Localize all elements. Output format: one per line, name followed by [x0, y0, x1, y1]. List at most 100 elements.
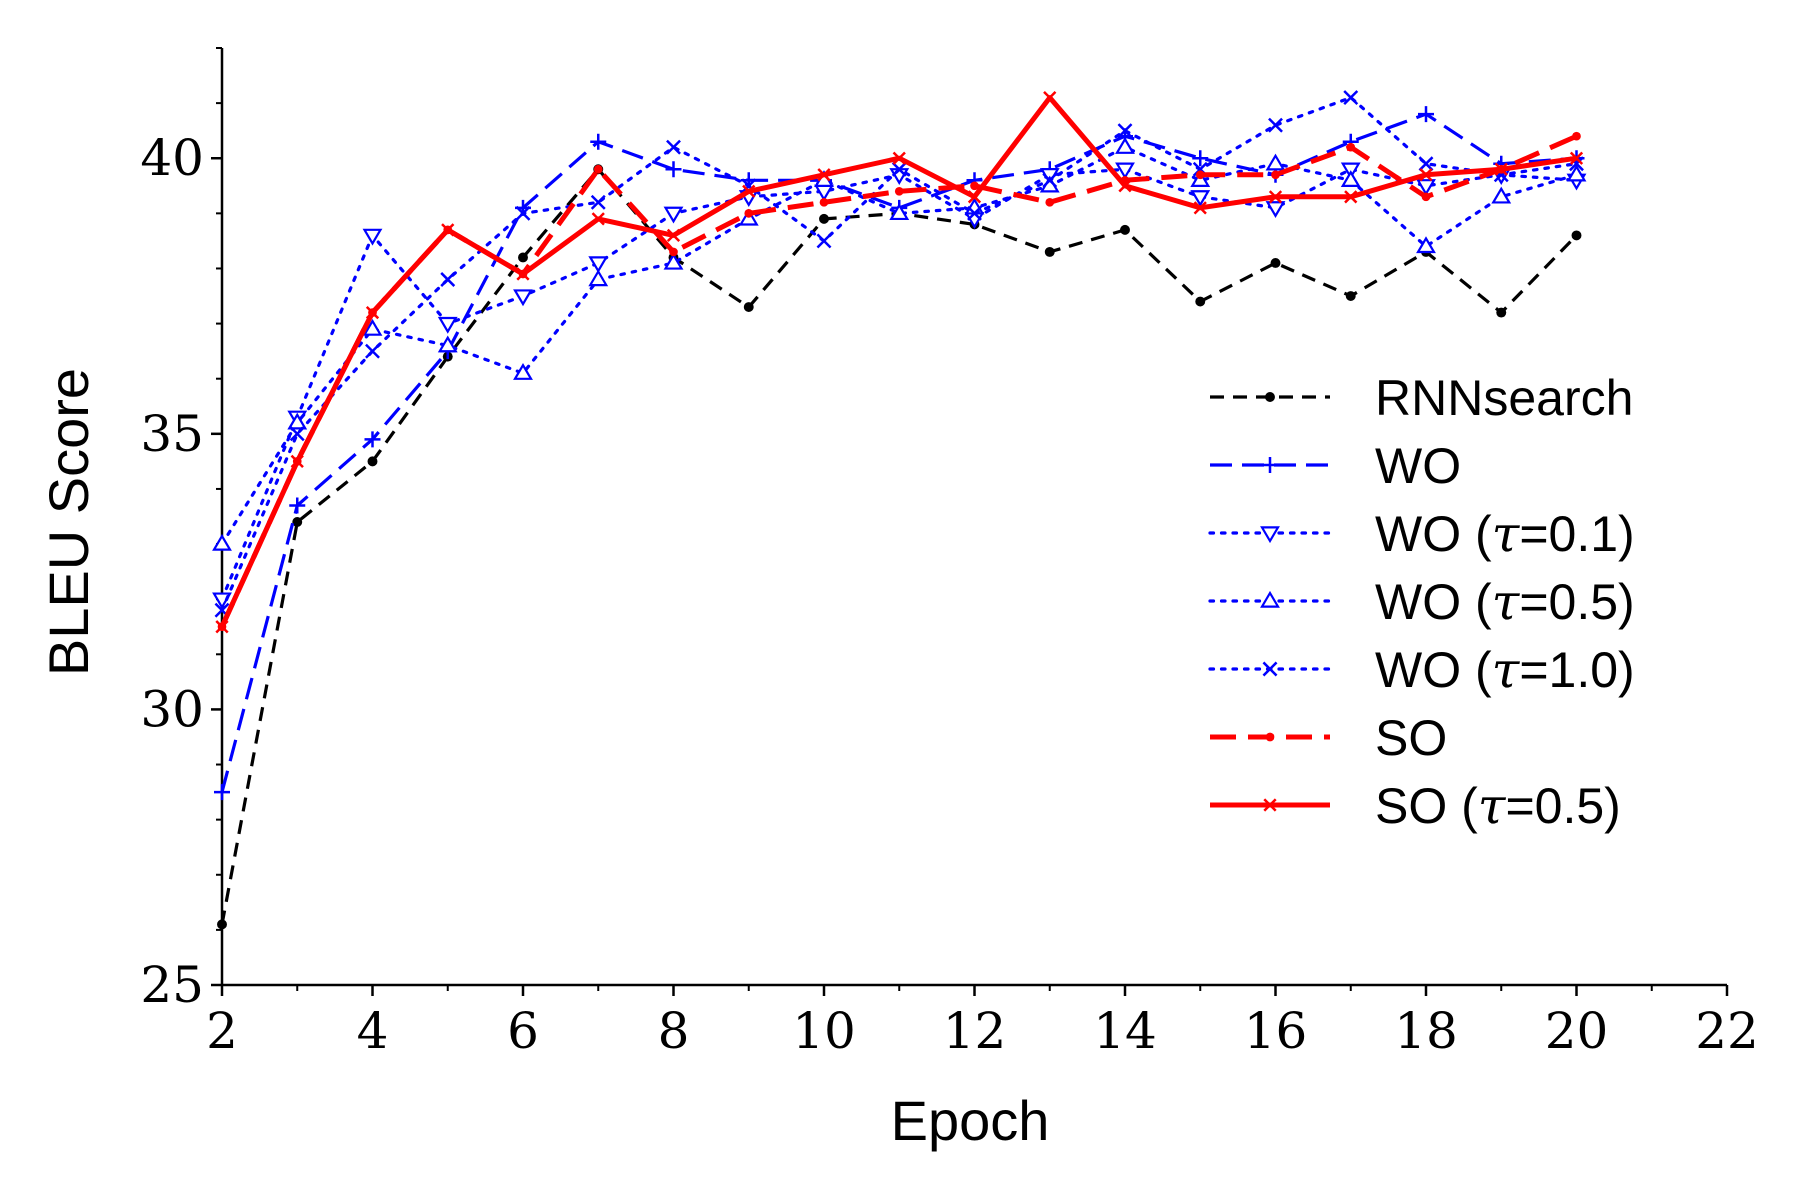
- data-point: [743, 302, 754, 313]
- data-point: [967, 190, 982, 204]
- data-point: [1193, 201, 1207, 215]
- data-point: [1343, 90, 1359, 106]
- legend-label: RNNsearch: [1375, 370, 1633, 426]
- x-tick-label: 4: [357, 1002, 389, 1060]
- data-point: [362, 228, 383, 246]
- data-point: [217, 919, 227, 930]
- data-point: [742, 184, 756, 198]
- data-point: [289, 426, 305, 442]
- data-point: [1262, 661, 1278, 677]
- legend-entry: WO (τ=0.1): [1208, 505, 1635, 563]
- data-point: [1345, 291, 1356, 301]
- data-point: [365, 343, 380, 359]
- data-point: [1418, 156, 1434, 172]
- series-5: [214, 90, 1584, 618]
- x-tick-label: 22: [1695, 1002, 1759, 1060]
- data-point: [894, 186, 904, 196]
- x-tick-label: 6: [507, 1002, 539, 1060]
- data-point: [1270, 257, 1281, 268]
- ticks: 2 4 6 8 10 12 14 16 18 20 22 25 30 35 40: [140, 47, 1759, 1060]
- data-point: [1418, 106, 1434, 123]
- data-point: [1496, 307, 1507, 318]
- data-point: [365, 305, 380, 320]
- data-point: [1268, 190, 1283, 204]
- data-point: [1260, 526, 1280, 544]
- data-point: [1265, 392, 1275, 402]
- data-point: [1268, 117, 1283, 133]
- data-point: [1572, 131, 1581, 141]
- data-point: [1346, 142, 1356, 152]
- data-point: [515, 205, 531, 221]
- data-point: [440, 272, 456, 287]
- data-point: [663, 252, 684, 270]
- data-point: [590, 133, 607, 150]
- y-tick-label: 30: [140, 680, 204, 738]
- data-point: [665, 161, 682, 178]
- data-point: [970, 181, 979, 191]
- x-tick-label: 8: [658, 1002, 690, 1060]
- data-point: [1117, 123, 1133, 139]
- legend-label: WO (τ=0.5): [1375, 573, 1635, 631]
- x-tick-label: 20: [1545, 1002, 1609, 1060]
- data-point: [1494, 162, 1508, 176]
- data-point: [1340, 170, 1361, 187]
- y-tick-label: 35: [140, 405, 204, 463]
- legend-label: SO (τ=0.5): [1375, 777, 1621, 835]
- data-point: [1260, 590, 1280, 608]
- data-point: [290, 454, 304, 469]
- data-point: [1120, 224, 1130, 235]
- legend-entry: RNNsearch: [1210, 370, 1633, 426]
- data-point: [215, 620, 229, 634]
- data-point: [1044, 246, 1055, 257]
- data-point: [744, 209, 754, 218]
- data-point: [1118, 179, 1132, 193]
- data-point: [362, 318, 383, 336]
- data-point: [364, 431, 381, 448]
- data-point: [1265, 732, 1275, 742]
- y-tick-label: 25: [140, 956, 204, 1014]
- x-tick-label: 10: [792, 1002, 856, 1060]
- data-point: [518, 252, 528, 263]
- data-point: [513, 289, 533, 307]
- data-point: [1566, 164, 1587, 182]
- x-tick-label: 16: [1244, 1002, 1308, 1060]
- data-point: [1115, 162, 1135, 180]
- data-point: [441, 223, 455, 237]
- data-point: [1045, 197, 1055, 207]
- data-point: [1416, 179, 1436, 196]
- data-point: [289, 497, 306, 514]
- data-point: [1571, 230, 1582, 241]
- data-point: [590, 194, 606, 210]
- legend-label: WO: [1375, 438, 1461, 494]
- legend-label: WO (τ=1.0): [1375, 641, 1635, 699]
- data-point: [816, 233, 832, 249]
- data-point: [367, 456, 378, 467]
- data-point: [1042, 172, 1058, 188]
- legend-entry: WO (τ=1.0): [1208, 641, 1635, 699]
- series: [212, 90, 1587, 930]
- data-point: [588, 256, 609, 274]
- data-point: [437, 335, 458, 353]
- data-point: [1043, 90, 1057, 105]
- data-point: [1195, 170, 1205, 180]
- data-point: [287, 412, 308, 430]
- data-point: [516, 267, 530, 281]
- data-point: [214, 784, 230, 801]
- data-point: [663, 206, 684, 224]
- data-point: [669, 247, 678, 257]
- y-tick-label: 40: [140, 129, 204, 187]
- legend-entry: WO: [1210, 438, 1461, 494]
- data-point: [819, 197, 829, 207]
- data-point: [1192, 150, 1209, 167]
- legend-entry: WO (τ=0.5): [1208, 573, 1635, 631]
- legend-entry: SO: [1210, 710, 1447, 766]
- data-point: [513, 363, 533, 380]
- data-point: [817, 168, 831, 182]
- legend-label: WO (τ=0.1): [1375, 505, 1635, 563]
- data-point: [1263, 798, 1277, 812]
- data-point: [1190, 190, 1211, 207]
- data-point: [1344, 190, 1358, 204]
- data-point: [1271, 170, 1280, 180]
- x-tick-label: 12: [943, 1002, 1007, 1060]
- legend: RNNsearch WO WO (τ=0.1) WO (τ=0.5) WO (τ=1.0…: [1208, 370, 1635, 835]
